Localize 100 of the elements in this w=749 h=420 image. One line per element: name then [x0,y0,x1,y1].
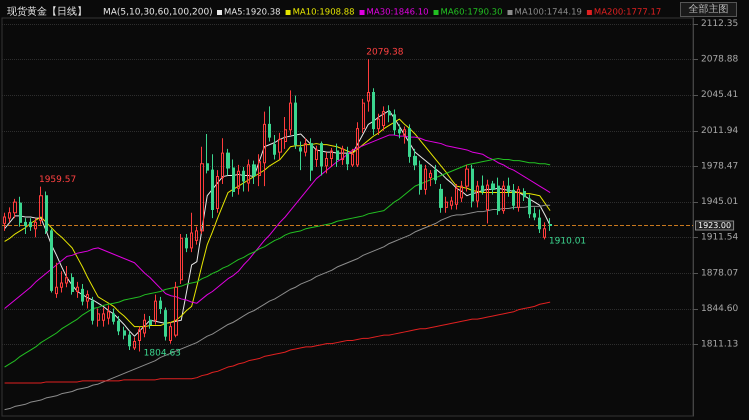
candlestick [310,138,313,182]
candlestick [294,95,297,150]
candlestick [39,186,43,225]
candlestick [216,170,219,214]
candlestick [408,124,411,164]
candlestick [465,164,469,192]
candlestick [258,154,261,187]
candlestick [382,106,385,132]
candlestick [413,148,417,171]
candlestick [543,222,546,240]
candlestick [268,106,271,142]
ref-line-label: 1923.00 [698,221,732,230]
legend-label: MA100:1744.19 [514,8,582,18]
candlestick [252,160,256,185]
candlestick [8,206,11,223]
annotation: 1959.57 [38,175,76,186]
y-tick-label: 2112.35 [701,19,738,30]
candlestick [476,180,479,208]
candlestick [533,206,536,221]
legend-label: MA60:1790.30 [440,8,503,18]
candlestick [3,212,6,232]
candlestick [50,228,53,294]
candlestick [71,272,74,296]
y-tick-label: 1811.13 [701,340,738,350]
annotation: 1910.01 [548,236,586,246]
candlestick [471,164,474,208]
candlestick [424,164,427,196]
candlestick [304,138,307,157]
candlestick [315,145,318,168]
candlestick [330,147,333,168]
y-tick-label: 2045.41 [701,90,738,100]
candlestick [159,296,162,314]
candlestick [263,111,266,187]
candlestick [97,308,100,328]
candlestick [460,180,463,203]
candlestick [434,164,437,185]
candlestick [320,140,323,176]
candlestick [393,109,396,136]
candlestick [190,212,193,253]
candlestick [117,315,120,336]
candlestick [299,140,302,171]
candlestick [138,326,141,352]
candlestick [29,218,32,232]
candlestick [491,180,495,196]
legend-label: MA200:1777.17 [594,8,662,18]
candlestick [502,180,505,214]
candlestick [523,188,526,202]
candlestick [13,198,17,219]
candlestick [341,145,344,166]
candlestick [206,133,209,174]
candlestick [336,143,339,168]
candlestick [102,306,105,328]
candlestick [497,177,500,216]
y-tick-label: 2011.94 [701,126,738,136]
candlestick [398,124,401,139]
candlestick [154,294,157,325]
y-tick-label: 1978.47 [701,161,738,172]
candlestick [133,336,136,351]
y-tick-label: 1911.54 [701,232,738,243]
candlestick [200,146,204,235]
candlestick [242,166,245,192]
candlestick [107,304,110,325]
candlestick [65,265,68,288]
candlestick [123,326,126,340]
candlestick [346,146,349,171]
candlestick [284,116,287,150]
line-series [4,302,551,384]
candlestick [34,218,37,238]
candlestick [112,308,115,325]
legend-label: MA10:1908.88 [292,8,355,18]
candlestick [128,330,131,351]
candlestick [55,262,58,298]
candlestick [91,296,94,325]
candlestick [549,218,552,232]
candlestick [180,234,183,285]
y-tick-label: 1945.01 [701,197,738,208]
candlestick [247,159,250,192]
annotation: 2079.38 [366,48,404,58]
candlestick [517,186,520,212]
line-series [4,204,551,410]
candlestick [362,98,365,134]
candlestick [351,148,354,168]
candlestick [221,138,224,185]
candlestick [289,90,292,136]
candlestick [45,190,48,235]
chart-title: 现货黄金【日线】 [7,6,87,18]
legend-label: MA30:1846.10 [366,8,429,18]
candlestick [367,58,370,112]
candlestick [419,160,422,196]
candlestick [195,226,198,246]
candlestick [185,234,188,253]
candlestick [211,154,214,219]
text: 全部主图 [688,3,728,15]
candlestick [429,170,432,187]
candlestick [237,164,240,196]
candlestick [232,159,235,198]
candlestick [486,179,489,224]
candlestick [372,88,375,136]
candlestick [356,122,359,168]
y-tick-label: 1844.60 [701,304,738,314]
